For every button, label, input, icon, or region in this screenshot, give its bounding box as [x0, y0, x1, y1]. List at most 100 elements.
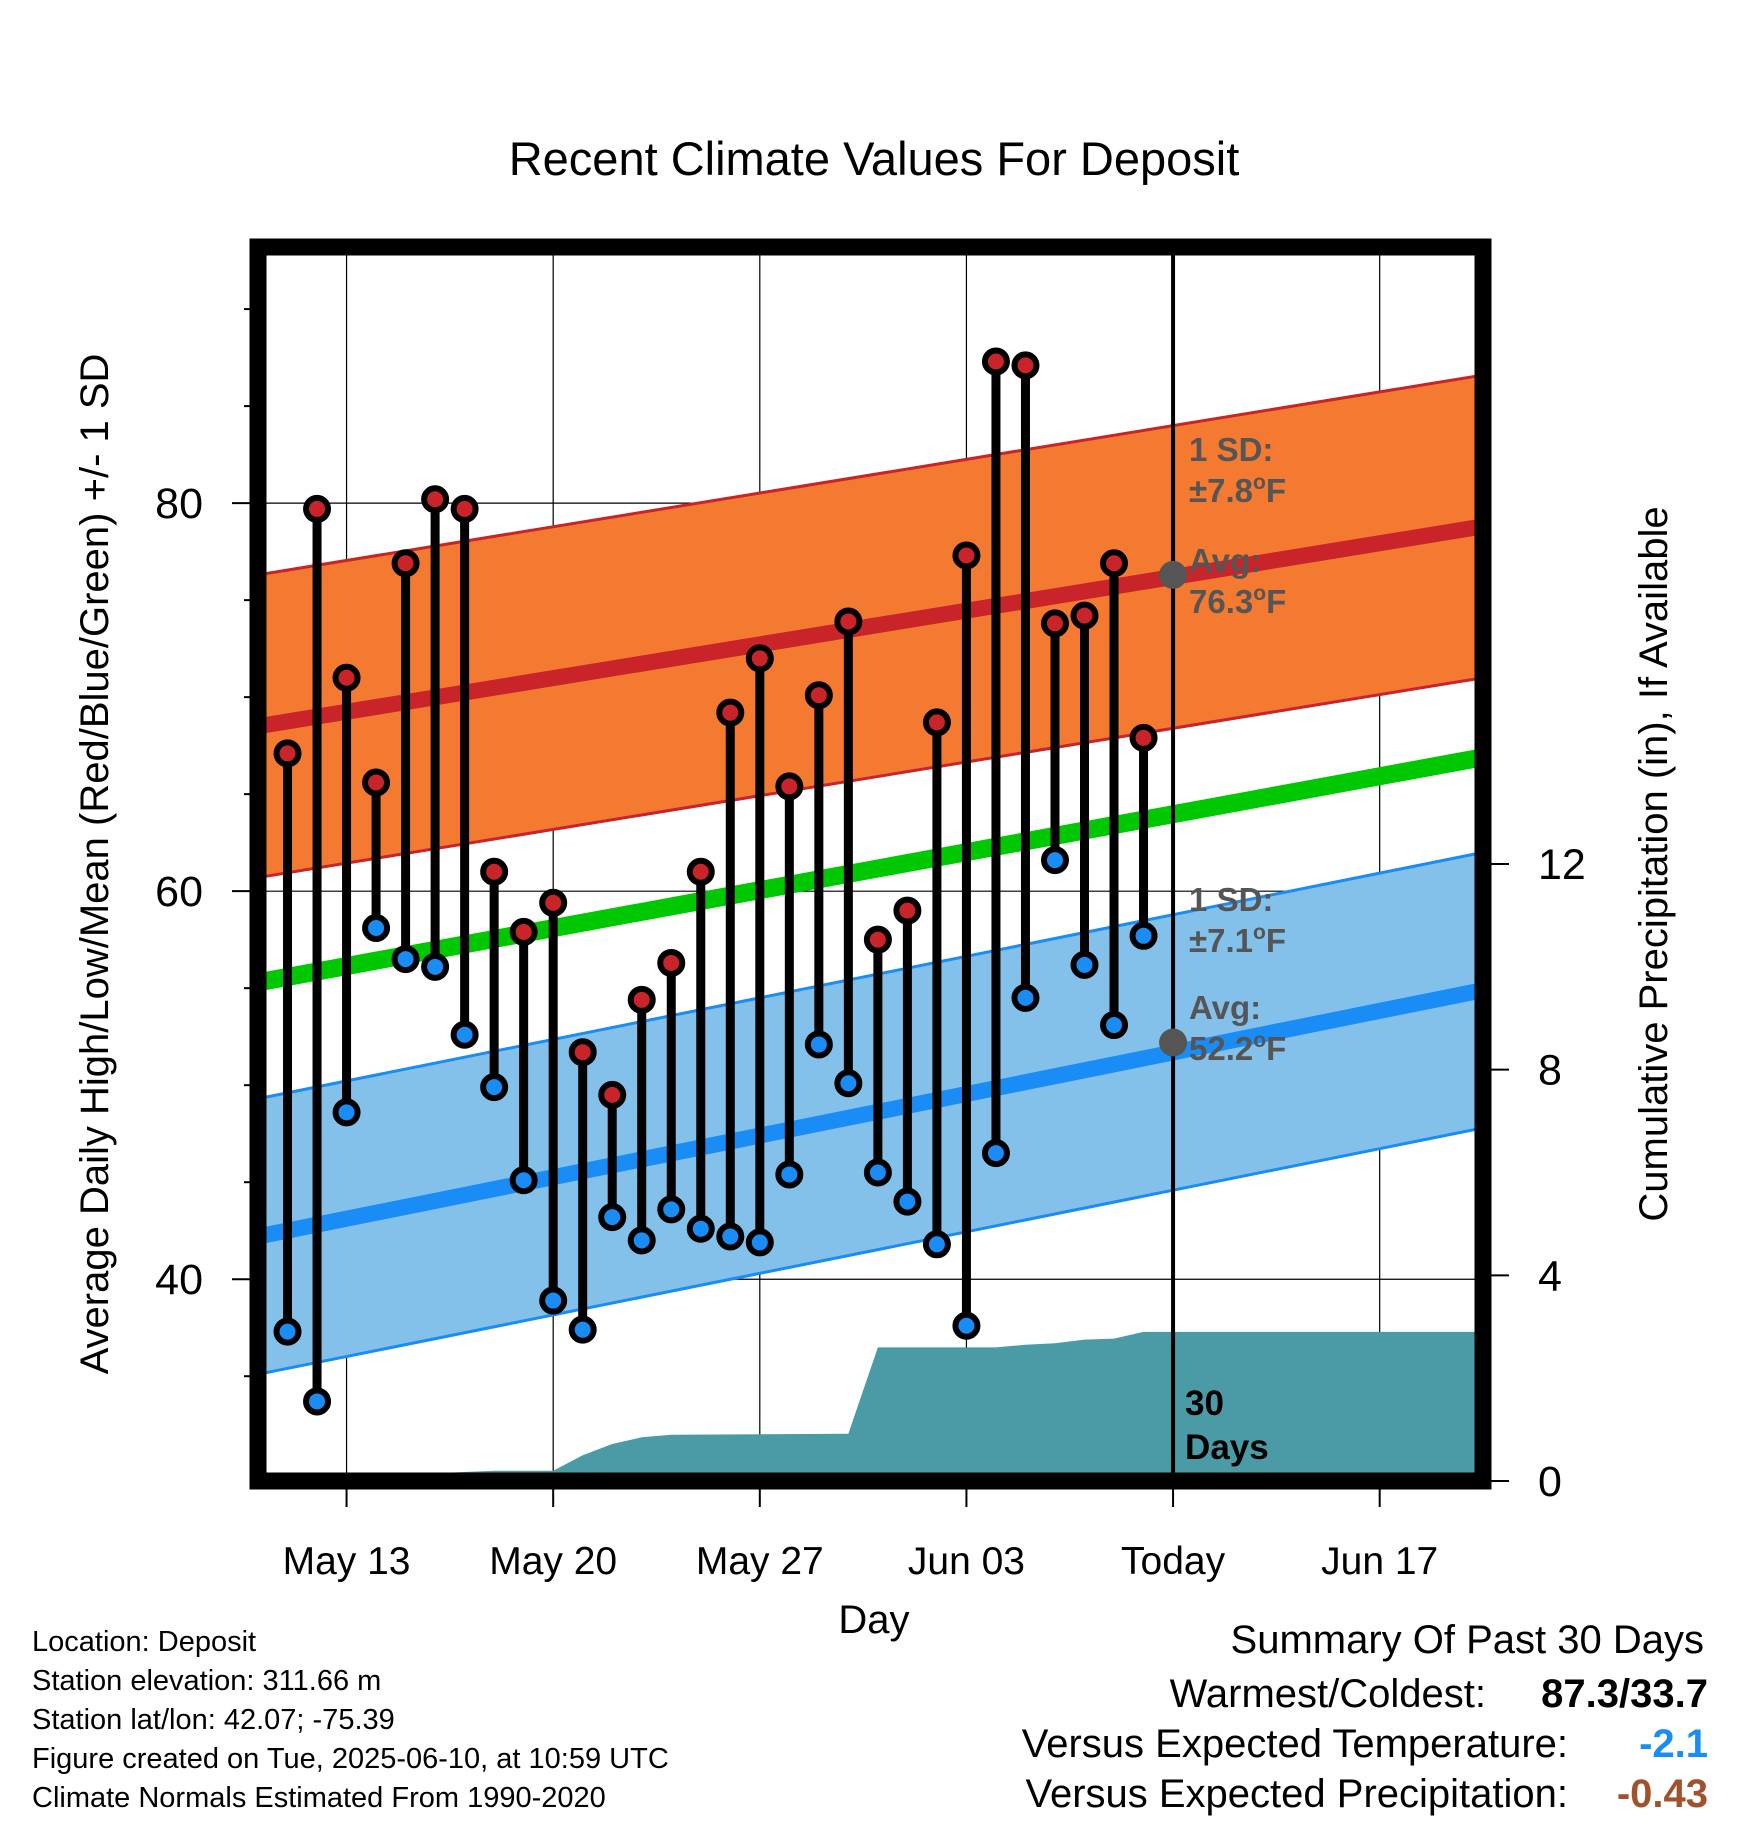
daily-high-point — [332, 663, 361, 692]
y-left-axis-title: Average Daily High/Low/Mean (Red/Blue/Gr… — [73, 354, 117, 1375]
daily-low-point — [1129, 921, 1158, 950]
days-annotation: Days — [1185, 1428, 1269, 1467]
daily-low-point — [273, 1317, 302, 1346]
daily-low-point — [303, 1387, 332, 1416]
y-right-tick-label: 12 — [1538, 841, 1586, 889]
y-right-tick-label: 8 — [1538, 1047, 1562, 1095]
summary-temp-value: -2.1 — [1639, 1722, 1708, 1766]
summary-warm-label: Warmest/Coldest: — [1169, 1672, 1486, 1716]
y-left-tick-label: 60 — [155, 868, 203, 916]
high-sd-value-annotation: ±7.8oF — [1189, 471, 1286, 509]
daily-high-point — [1129, 723, 1158, 752]
daily-low-point — [1070, 950, 1099, 979]
daily-high-point — [568, 1038, 597, 1067]
daily-low-point — [716, 1222, 745, 1251]
summary-warm-value: 87.3/33.7 — [1541, 1672, 1708, 1716]
daily-high-point — [657, 948, 686, 977]
daily-low-point — [745, 1228, 774, 1257]
daily-high-point — [745, 644, 774, 673]
footer-normals: Climate Normals Estimated From 1990-2020 — [32, 1782, 606, 1814]
daily-high-point — [1011, 351, 1040, 380]
daily-low-point — [598, 1203, 627, 1232]
daily-low-point — [952, 1311, 981, 1340]
daily-high-point — [450, 494, 479, 523]
daily-high-point — [480, 857, 509, 886]
daily-high-point — [981, 347, 1010, 376]
daily-low-point — [480, 1073, 509, 1102]
days-annotation: 30 — [1185, 1384, 1224, 1423]
y-left-tick-label: 80 — [155, 480, 203, 528]
daily-low-point — [1011, 983, 1040, 1012]
daily-low-point — [1100, 1011, 1129, 1040]
daily-high-point — [1040, 609, 1069, 638]
daily-high-point — [391, 549, 420, 578]
y-right-axis-title: Cumulative Precipitation (in), If Availa… — [1632, 506, 1676, 1221]
daily-low-point — [922, 1230, 951, 1259]
summary-precip-value: -0.43 — [1616, 1772, 1708, 1816]
footer-location: Location: Deposit — [32, 1626, 257, 1658]
low-normal-lower-sd-line — [257, 1126, 1484, 1376]
daily-high-point — [598, 1080, 627, 1109]
low-sd-value-annotation: ±7.1oF — [1189, 921, 1286, 959]
daily-low-point — [981, 1139, 1010, 1168]
y-right-tick-label: 0 — [1538, 1458, 1562, 1506]
summary-precip-label: Versus Expected Precipitation: — [1025, 1772, 1568, 1816]
daily-low-point — [391, 945, 420, 974]
daily-low-point — [627, 1226, 656, 1255]
daily-low-point — [893, 1187, 922, 1216]
daily-high-point — [716, 698, 745, 727]
daily-high-point — [804, 681, 833, 710]
high-avg-value-annotation: 76.3oF — [1189, 582, 1286, 620]
daily-high-point — [1070, 601, 1099, 630]
daily-high-point — [863, 925, 892, 954]
x-tick-label: May 27 — [696, 1540, 824, 1583]
footer-created: Figure created on Tue, 2025-06-10, at 10… — [32, 1743, 669, 1775]
daily-low-point — [362, 914, 391, 943]
y-left-tick-label: 40 — [155, 1256, 203, 1304]
x-tick-label: May 20 — [489, 1540, 617, 1583]
daily-low-point — [332, 1098, 361, 1127]
daily-low-point — [421, 952, 450, 981]
chart-title: Recent Climate Values For Deposit — [509, 132, 1240, 185]
footer-elevation: Station elevation: 311.66 m — [32, 1665, 382, 1697]
low-avg-annotation: Avg: — [1189, 989, 1261, 1026]
low-avg-value-annotation: 52.2oF — [1189, 1029, 1286, 1067]
daily-high-point — [952, 541, 981, 570]
daily-high-point — [775, 772, 804, 801]
daily-low-point — [568, 1315, 597, 1344]
daily-high-point — [627, 985, 656, 1014]
daily-low-point — [863, 1158, 892, 1187]
daily-low-point — [775, 1160, 804, 1189]
x-tick-label: Jun 03 — [908, 1540, 1025, 1583]
precip-area — [258, 1331, 1483, 1481]
daily-high-point — [539, 888, 568, 917]
daily-low-point — [509, 1166, 538, 1195]
daily-high-point — [922, 708, 951, 737]
daily-high-point — [893, 896, 922, 925]
daily-low-point — [834, 1069, 863, 1098]
daily-high-point — [303, 494, 332, 523]
daily-high-point — [421, 485, 450, 514]
low-normal-avg-line — [256, 982, 1485, 1245]
daily-high-point — [1100, 549, 1129, 578]
x-axis-title: Day — [838, 1598, 909, 1642]
today-high-avg-marker — [1159, 560, 1188, 589]
today-low-avg-marker — [1159, 1028, 1188, 1057]
daily-low-point — [657, 1195, 686, 1224]
x-tick-label: Today — [1121, 1540, 1226, 1583]
x-tick-label: May 13 — [283, 1540, 411, 1583]
plot-frame — [249, 238, 1492, 1490]
x-tick-label: Jun 17 — [1321, 1540, 1438, 1583]
summary-temp-label: Versus Expected Temperature: — [1021, 1722, 1568, 1766]
daily-low-point — [450, 1020, 479, 1049]
daily-low-point — [539, 1286, 568, 1315]
daily-high-point — [509, 917, 538, 946]
daily-high-point — [834, 607, 863, 636]
low-sd-annotation: 1 SD: — [1189, 881, 1273, 918]
daily-low-point — [1040, 846, 1069, 875]
high-sd-annotation: 1 SD: — [1189, 431, 1273, 468]
summary-title: Summary Of Past 30 Days — [1230, 1618, 1704, 1662]
daily-high-point — [273, 739, 302, 768]
footer-latlon: Station lat/lon: 42.07; -75.39 — [32, 1704, 395, 1736]
